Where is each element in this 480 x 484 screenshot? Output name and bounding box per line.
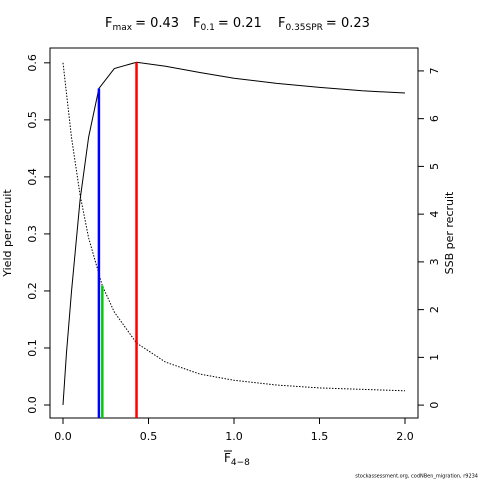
y-tick-label: 0.6 bbox=[26, 54, 39, 72]
title-symbol: F bbox=[105, 16, 112, 31]
series-line bbox=[62, 62, 406, 392]
title-symbol: F bbox=[193, 16, 200, 31]
y-tick-label: 0.4 bbox=[26, 168, 39, 186]
y2-tick-label: 4 bbox=[428, 211, 441, 218]
title-value: = 0.43 bbox=[135, 16, 179, 31]
y2-axis-label: SSB per recruit bbox=[443, 191, 456, 274]
x-tick-label: 1.5 bbox=[311, 430, 329, 443]
x-axis-label: F4−8 bbox=[224, 451, 250, 468]
y-tick-label: 0.3 bbox=[26, 225, 39, 243]
y-axis-label: Yield per recruit bbox=[1, 189, 14, 278]
y-tick-label: 0.1 bbox=[26, 339, 39, 357]
y2-tick-label: 5 bbox=[428, 163, 441, 170]
title-subscript: 0.35SPR bbox=[285, 23, 322, 33]
x-tick-label: 2.0 bbox=[396, 430, 414, 443]
y2-tick-label: 3 bbox=[428, 258, 441, 265]
x-tick-label: 0.0 bbox=[54, 430, 72, 443]
y2-tick-label: 1 bbox=[428, 354, 441, 361]
title-part: F0.1 = 0.21 bbox=[193, 16, 262, 33]
y-tick-label: 0.0 bbox=[26, 396, 39, 414]
x-axis-label-main: F bbox=[224, 451, 231, 465]
x-axis-label-sub: 4−8 bbox=[231, 458, 250, 468]
y-tick-label: 0.2 bbox=[26, 282, 39, 300]
y2-tick-label: 6 bbox=[428, 115, 441, 122]
footer: stockassessment.org, codNBen_migration, … bbox=[355, 474, 478, 480]
y2-tick-label: 2 bbox=[428, 306, 441, 313]
y2-tick-label: 7 bbox=[428, 67, 441, 74]
x-tick-label: 1.0 bbox=[225, 430, 243, 443]
y2-tick-label: 0 bbox=[428, 402, 441, 409]
title-value: = 0.21 bbox=[218, 16, 262, 31]
title-subscript: max bbox=[112, 23, 132, 33]
title-subscript: 0.1 bbox=[200, 23, 214, 33]
title-part: F0.35SPR = 0.23 bbox=[278, 16, 370, 33]
plot-frame bbox=[49, 47, 419, 419]
title-value: = 0.23 bbox=[326, 16, 370, 31]
x-tick-label: 0.5 bbox=[140, 430, 158, 443]
y-tick-label: 0.5 bbox=[26, 111, 39, 129]
title-symbol: F bbox=[278, 16, 285, 31]
series-line bbox=[62, 61, 406, 406]
title-part: Fmax = 0.43 bbox=[105, 16, 179, 33]
